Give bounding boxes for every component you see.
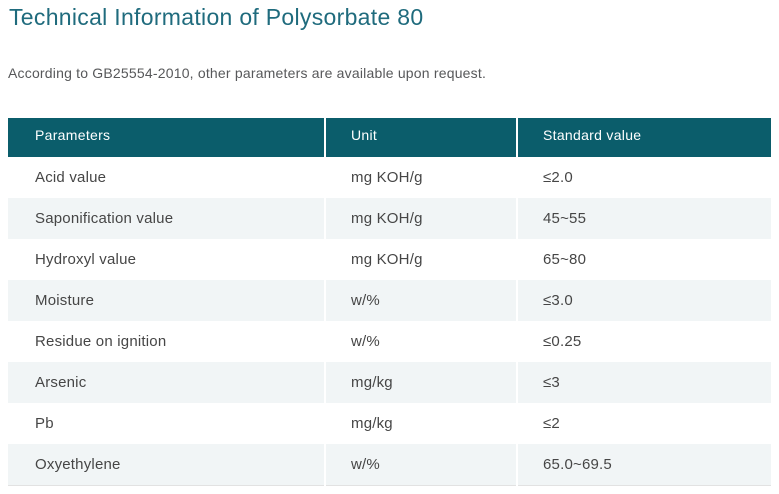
cell-parameter: Acid value bbox=[8, 157, 325, 198]
col-header-parameters: Parameters bbox=[8, 118, 325, 157]
cell-parameter: Residue on ignition bbox=[8, 321, 325, 362]
cell-parameter: Pb bbox=[8, 403, 325, 444]
cell-value: ≤2 bbox=[516, 403, 771, 444]
cell-value: ≤3.0 bbox=[516, 280, 771, 321]
col-header-unit: Unit bbox=[324, 118, 517, 157]
table-body: Acid value mg KOH/g ≤2.0 Saponification … bbox=[8, 157, 771, 486]
cell-unit: mg KOH/g bbox=[324, 198, 517, 239]
table-row: Pb mg/kg ≤2 bbox=[8, 403, 771, 444]
cell-value: ≤2.0 bbox=[516, 157, 771, 198]
cell-parameter: Arsenic bbox=[8, 362, 325, 403]
table-row: Moisture w/% ≤3.0 bbox=[8, 280, 771, 321]
cell-unit: mg KOH/g bbox=[324, 239, 517, 280]
col-header-standard-value: Standard value bbox=[516, 118, 771, 157]
table-row: Arsenic mg/kg ≤3 bbox=[8, 362, 771, 403]
spec-table: Parameters Unit Standard value Acid valu… bbox=[8, 118, 771, 486]
cell-value: ≤0.25 bbox=[516, 321, 771, 362]
cell-parameter: Oxyethylene bbox=[8, 444, 325, 486]
cell-parameter: Hydroxyl value bbox=[8, 239, 325, 280]
table-row: Acid value mg KOH/g ≤2.0 bbox=[8, 157, 771, 198]
table-row: Saponification value mg KOH/g 45~55 bbox=[8, 198, 771, 239]
cell-unit: mg/kg bbox=[324, 362, 517, 403]
cell-value: 45~55 bbox=[516, 198, 771, 239]
cell-unit: w/% bbox=[324, 321, 517, 362]
table-row: Residue on ignition w/% ≤0.25 bbox=[8, 321, 771, 362]
table-header-row: Parameters Unit Standard value bbox=[8, 118, 771, 157]
cell-parameter: Saponification value bbox=[8, 198, 325, 239]
cell-value: 65.0~69.5 bbox=[516, 444, 771, 486]
table-row: Hydroxyl value mg KOH/g 65~80 bbox=[8, 239, 771, 280]
cell-value: 65~80 bbox=[516, 239, 771, 280]
page-title: Technical Information of Polysorbate 80 bbox=[9, 4, 424, 30]
cell-unit: w/% bbox=[324, 444, 517, 486]
cell-unit: w/% bbox=[324, 280, 517, 321]
cell-unit: mg KOH/g bbox=[324, 157, 517, 198]
subtitle: According to GB25554-2010, other paramet… bbox=[8, 65, 487, 81]
cell-value: ≤3 bbox=[516, 362, 771, 403]
cell-unit: mg/kg bbox=[324, 403, 517, 444]
cell-parameter: Moisture bbox=[8, 280, 325, 321]
table-row: Oxyethylene w/% 65.0~69.5 bbox=[8, 444, 771, 486]
